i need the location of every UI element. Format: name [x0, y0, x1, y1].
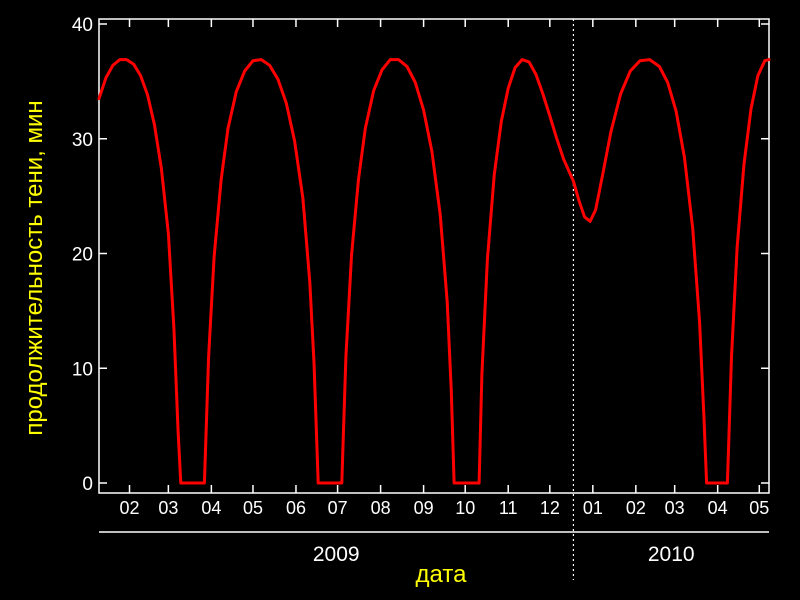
x-tick-label: 10 [455, 498, 475, 518]
x-tick-label: 04 [201, 498, 221, 518]
x-tick-label: 05 [749, 498, 769, 518]
x-tick-label: 03 [158, 498, 178, 518]
x-axis: 02 03 04 05 06 07 08 09 10 11 12 01 02 03 04 05 [120, 19, 769, 518]
year-labels: 2009 2010 [313, 543, 695, 566]
x-tick-label: 03 [665, 498, 685, 518]
plot-frame [98, 18, 770, 494]
x-tick-label: 02 [120, 498, 140, 518]
x-tick-label: 06 [286, 498, 306, 518]
x-tick-label: 11 [499, 498, 518, 518]
x-tick-label: 09 [414, 498, 434, 518]
x-tick-label: 07 [328, 498, 348, 518]
year-label: 2009 [313, 543, 360, 566]
x-axis-title: дата [416, 561, 468, 588]
x-tick-label: 05 [243, 498, 263, 518]
year-label: 2010 [648, 543, 695, 566]
y-tick-label: 30 [72, 130, 93, 151]
y-tick-label: 10 [72, 359, 93, 380]
series-layer [97, 58, 771, 485]
x-tick-label: 01 [583, 498, 603, 518]
y-tick-label: 40 [72, 15, 93, 36]
x-tick-label: 04 [708, 498, 728, 518]
y-axis: 0 10 20 30 40 [72, 15, 769, 495]
y-tick-label: 20 [72, 245, 93, 266]
y-axis-title: продолжительность тени, мин [21, 100, 48, 435]
x-tick-label: 12 [540, 498, 560, 518]
series-line-0 [97, 58, 771, 485]
x-tick-label: 08 [371, 498, 391, 518]
x-tick-label: 02 [626, 498, 646, 518]
y-tick-label: 0 [82, 474, 93, 495]
